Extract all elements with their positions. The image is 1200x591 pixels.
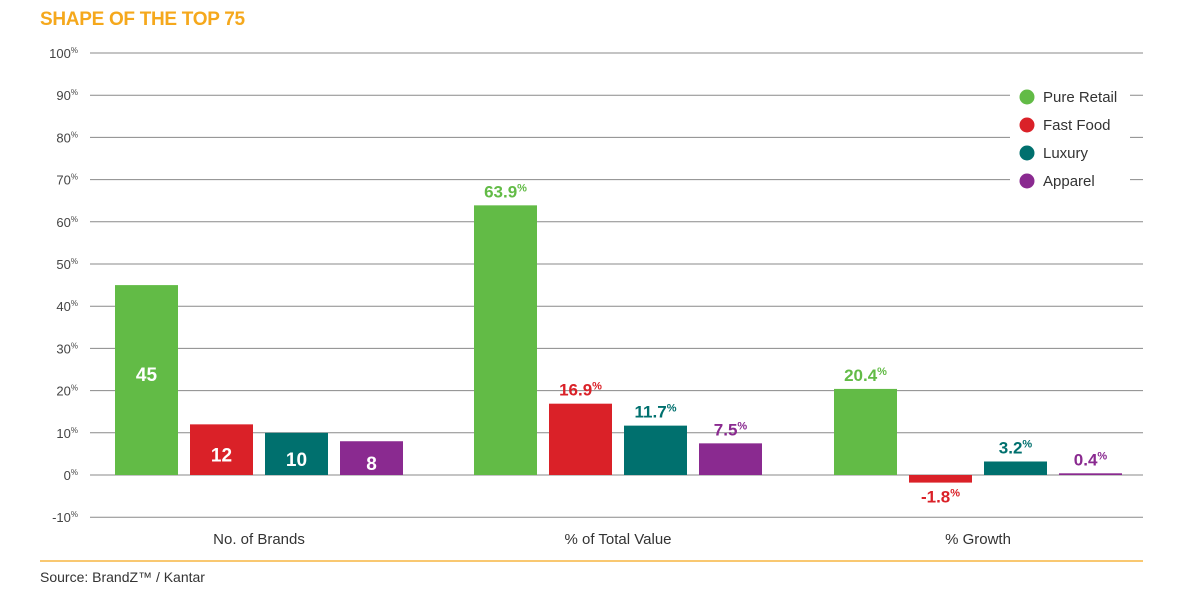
y-tick-label: 90% xyxy=(56,88,78,103)
y-tick-label: 50% xyxy=(56,257,78,272)
data-label: 45 xyxy=(136,365,158,386)
legend-label: Fast Food xyxy=(1043,117,1111,134)
category-label: No. of Brands xyxy=(213,531,305,548)
y-tick-label: 10% xyxy=(56,426,78,441)
bar xyxy=(190,424,253,475)
data-label: 7.5% xyxy=(714,420,748,439)
data-label: 3.2% xyxy=(999,438,1033,457)
data-label: 12 xyxy=(211,446,232,467)
data-label: 20.4% xyxy=(844,366,887,385)
y-tick-label: 20% xyxy=(56,384,78,399)
bar xyxy=(984,461,1047,475)
chart-title: SHAPE OF THE TOP 75 xyxy=(40,9,245,30)
data-label: 16.9% xyxy=(559,381,602,400)
bar xyxy=(834,388,897,475)
source-note: Source: BrandZ™ / Kantar xyxy=(40,569,205,585)
legend-marker xyxy=(1019,173,1035,189)
bar xyxy=(265,432,328,475)
bar xyxy=(549,403,612,475)
legend-label: Pure Retail xyxy=(1043,89,1117,106)
category-label: % Growth xyxy=(945,531,1011,548)
bar xyxy=(624,425,687,475)
y-tick-label: -10% xyxy=(52,510,78,525)
data-label: 8 xyxy=(366,454,377,475)
legend-label: Apparel xyxy=(1043,173,1095,190)
data-label: 0.4% xyxy=(1074,450,1108,469)
legend-label: Luxury xyxy=(1043,145,1089,162)
bar xyxy=(474,205,537,476)
y-tick-label: 100% xyxy=(49,46,78,61)
y-tick-label: 70% xyxy=(56,173,78,188)
bar xyxy=(340,441,403,475)
data-label: 10 xyxy=(286,450,307,471)
y-tick-label: 80% xyxy=(56,130,78,145)
y-tick-label: 60% xyxy=(56,215,78,230)
y-tick-label: 0% xyxy=(64,468,78,483)
legend-marker xyxy=(1019,117,1035,133)
data-label: 63.9% xyxy=(484,182,527,201)
legend-marker xyxy=(1019,89,1035,105)
y-tick-label: 40% xyxy=(56,299,78,314)
data-label: 11.7% xyxy=(635,403,677,422)
category-label: % of Total Value xyxy=(564,531,671,548)
legend-marker xyxy=(1019,145,1035,161)
data-label: -1.8% xyxy=(921,488,960,507)
bar xyxy=(115,285,178,475)
y-tick-label: 30% xyxy=(56,341,78,356)
bar xyxy=(909,475,972,483)
bar xyxy=(1059,473,1122,475)
bar xyxy=(699,443,762,475)
